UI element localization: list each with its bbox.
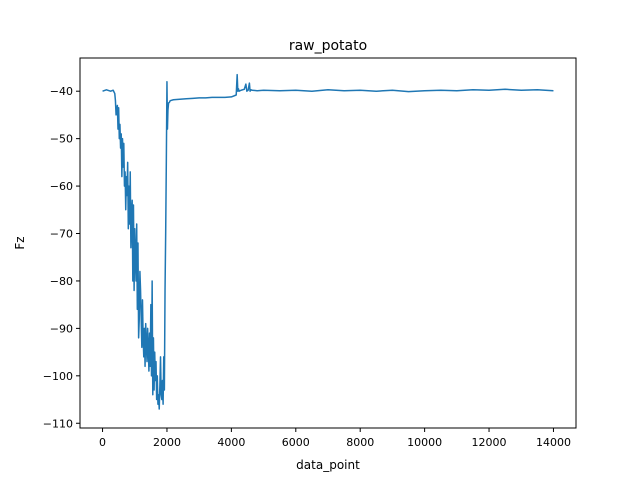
chart-title: raw_potato [289, 38, 367, 54]
x-tick-label-3: 6000 [282, 436, 310, 449]
x-tick-label-4: 8000 [346, 436, 374, 449]
x-tick-label-5: 10000 [407, 436, 442, 449]
x-tick-label-0: 0 [99, 436, 106, 449]
series-layer [102, 73, 554, 410]
y-axis-label: Fz [13, 236, 27, 249]
y-tick-label-0: −110 [43, 417, 73, 430]
y-tick-label-7: −40 [50, 85, 73, 98]
x-tick-label-7: 14000 [536, 436, 571, 449]
y-tick-label-3: −80 [50, 275, 73, 288]
y-tick-label-2: −90 [50, 322, 73, 335]
x-tick-label-1: 2000 [153, 436, 181, 449]
x-tick-label-2: 4000 [217, 436, 245, 449]
y-tick-label-6: −50 [50, 133, 73, 146]
x-tick-label-6: 12000 [472, 436, 507, 449]
plot-area [80, 58, 576, 428]
y-tick-label-5: −60 [50, 180, 73, 193]
series-line-0 [102, 73, 554, 410]
x-axis-ticks: 0 2000 4000 6000 8000 10000 12000 14000 [99, 428, 571, 449]
x-axis-label: data_point [296, 458, 360, 472]
y-axis-ticks: −110 −100 −90 −80 −70 −60 −50 −40 [43, 85, 80, 430]
plot-frame [79, 57, 577, 429]
y-tick-label-4: −70 [50, 228, 73, 241]
y-tick-label-1: −100 [43, 370, 73, 383]
